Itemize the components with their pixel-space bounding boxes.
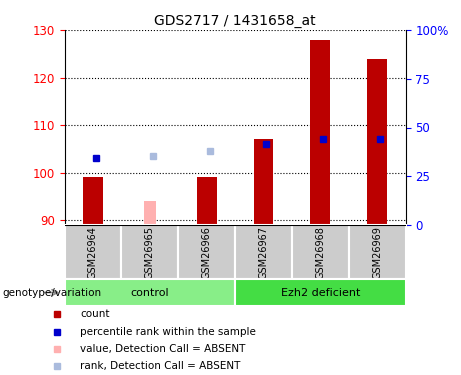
Text: genotype/variation: genotype/variation xyxy=(2,288,101,297)
Text: GSM26968: GSM26968 xyxy=(315,226,325,279)
Text: rank, Detection Call = ABSENT: rank, Detection Call = ABSENT xyxy=(80,362,241,371)
Text: count: count xyxy=(80,309,110,319)
Text: GSM26964: GSM26964 xyxy=(88,226,98,279)
Text: GSM26966: GSM26966 xyxy=(201,226,212,279)
Text: GSM26967: GSM26967 xyxy=(259,226,269,279)
Title: GDS2717 / 1431658_at: GDS2717 / 1431658_at xyxy=(154,13,316,28)
Bar xyxy=(197,177,217,225)
Text: Ezh2 deficient: Ezh2 deficient xyxy=(281,288,360,297)
Bar xyxy=(178,225,235,279)
Bar xyxy=(235,225,292,279)
Bar xyxy=(201,177,213,225)
Bar xyxy=(310,39,331,225)
Bar xyxy=(254,140,273,225)
Text: percentile rank within the sample: percentile rank within the sample xyxy=(80,327,256,337)
Bar xyxy=(121,225,178,279)
Bar xyxy=(367,58,387,225)
Bar xyxy=(65,279,235,306)
Bar xyxy=(65,225,121,279)
Bar xyxy=(143,201,156,225)
Bar xyxy=(349,225,406,279)
Text: GSM26965: GSM26965 xyxy=(145,226,155,279)
Bar xyxy=(235,279,406,306)
Bar xyxy=(292,225,349,279)
Text: value, Detection Call = ABSENT: value, Detection Call = ABSENT xyxy=(80,344,246,354)
Bar xyxy=(83,177,103,225)
Text: GSM26969: GSM26969 xyxy=(372,226,382,279)
Text: control: control xyxy=(130,288,169,297)
